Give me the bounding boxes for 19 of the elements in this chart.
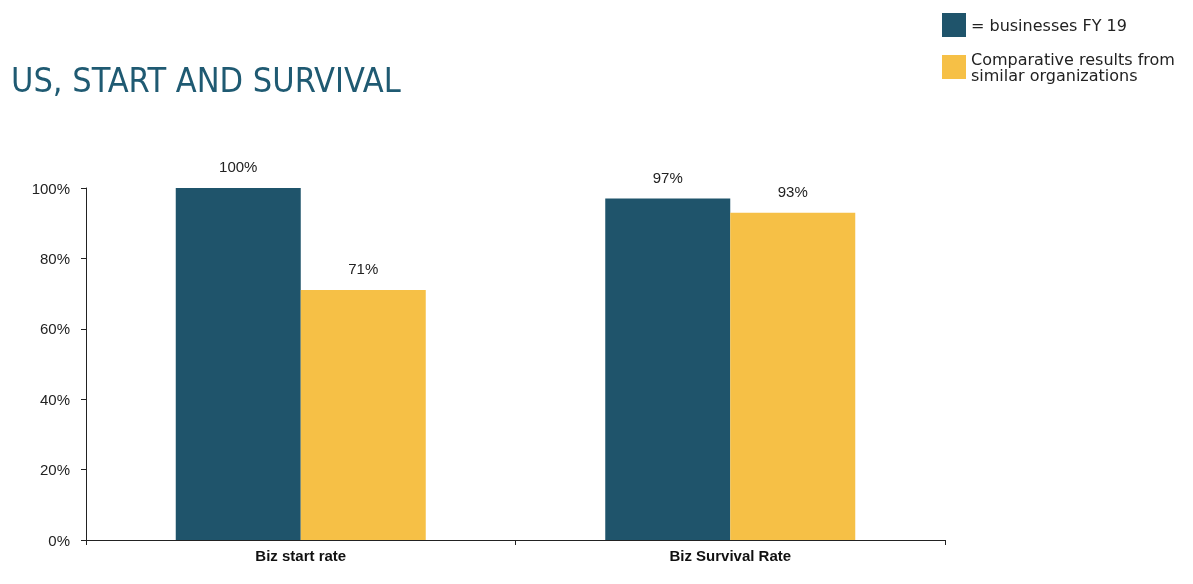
x-tick-label: Biz Survival Rate (669, 547, 792, 564)
y-tick-label: 0% (48, 531, 70, 549)
x-tick-label: Biz start rate (255, 547, 347, 564)
legend-label: Comparative results from similar organizations (970, 49, 1180, 85)
bar (300, 290, 426, 540)
bar (605, 198, 731, 540)
legend-label: = businesses FY 19 (970, 15, 1127, 35)
data-label: 93% (777, 182, 808, 200)
bar (730, 212, 856, 540)
y-tick-label: 20% (39, 461, 70, 479)
data-label: 71% (348, 260, 379, 278)
chart-title: US, START AND SURVIVAL (11, 60, 401, 100)
y-tick-label: 100% (31, 179, 70, 197)
y-tick-label: 60% (39, 320, 70, 338)
bar (175, 188, 301, 540)
y-tick-label: 80% (39, 249, 70, 267)
y-tick-label: 40% (39, 390, 70, 408)
data-label: 100% (219, 158, 258, 175)
data-label: 97% (652, 168, 683, 186)
